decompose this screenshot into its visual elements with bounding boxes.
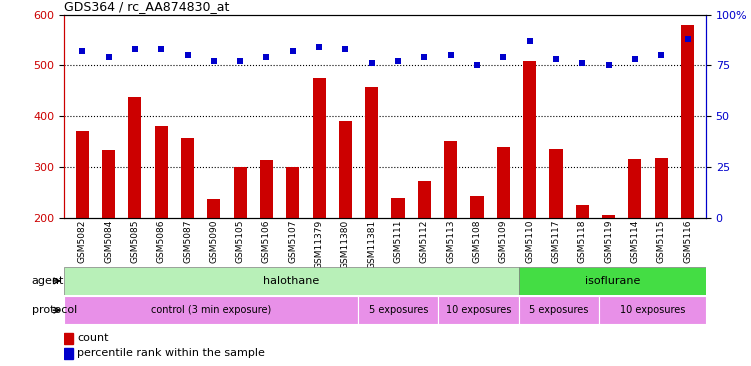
Text: protocol: protocol — [32, 305, 77, 315]
Text: GSM5112: GSM5112 — [420, 220, 429, 263]
Point — [445, 52, 457, 58]
Text: GSM5105: GSM5105 — [236, 220, 245, 263]
Bar — [365, 87, 379, 218]
Bar — [339, 121, 352, 218]
Bar — [234, 167, 247, 218]
Text: GSM5108: GSM5108 — [472, 220, 481, 263]
Bar — [76, 131, 89, 218]
Point — [208, 59, 220, 64]
Bar — [286, 167, 300, 218]
Point — [261, 55, 273, 60]
Point — [655, 52, 667, 58]
Bar — [576, 205, 589, 218]
Text: GSM5118: GSM5118 — [578, 220, 587, 263]
Point — [287, 48, 299, 54]
Text: GSM5085: GSM5085 — [131, 220, 140, 263]
Bar — [358, 296, 439, 324]
Text: GSM5115: GSM5115 — [656, 220, 665, 263]
Bar — [602, 215, 615, 218]
Text: GSM5113: GSM5113 — [446, 220, 455, 263]
Bar — [439, 296, 519, 324]
Bar — [181, 138, 194, 218]
Text: GSM5087: GSM5087 — [183, 220, 192, 263]
Point — [155, 46, 167, 52]
Point — [550, 56, 562, 62]
Text: GSM5086: GSM5086 — [157, 220, 166, 263]
Point — [418, 55, 430, 60]
Point — [77, 48, 89, 54]
Bar — [523, 61, 536, 218]
Point — [182, 52, 194, 58]
Text: GSM11379: GSM11379 — [315, 220, 324, 269]
Bar — [418, 181, 431, 218]
Bar — [128, 97, 141, 218]
Text: GSM5107: GSM5107 — [288, 220, 297, 263]
Point — [497, 55, 509, 60]
Text: percentile rank within the sample: percentile rank within the sample — [77, 348, 265, 358]
Bar — [655, 158, 668, 218]
Point — [523, 38, 535, 44]
Bar — [599, 296, 706, 324]
Bar — [496, 147, 510, 218]
Text: GSM5110: GSM5110 — [525, 220, 534, 263]
Text: agent: agent — [32, 276, 64, 286]
Point — [392, 59, 404, 64]
Bar — [64, 267, 519, 295]
Text: GSM5117: GSM5117 — [551, 220, 560, 263]
Point — [339, 46, 351, 52]
Point — [471, 63, 483, 68]
Bar — [260, 160, 273, 218]
Text: GSM11380: GSM11380 — [341, 220, 350, 269]
Text: GSM5119: GSM5119 — [604, 220, 613, 263]
Bar — [444, 141, 457, 218]
Text: GSM5084: GSM5084 — [104, 220, 113, 263]
Bar — [64, 296, 358, 324]
Point — [103, 55, 115, 60]
Bar — [312, 78, 326, 218]
Point — [576, 60, 588, 66]
Bar — [519, 296, 599, 324]
Point — [313, 44, 325, 50]
Point — [366, 60, 378, 66]
Text: GSM5114: GSM5114 — [630, 220, 639, 263]
Bar — [470, 197, 484, 218]
Bar — [550, 149, 562, 218]
Text: halothane: halothane — [263, 276, 319, 286]
Text: 10 exposures: 10 exposures — [620, 305, 685, 315]
Text: GSM5109: GSM5109 — [499, 220, 508, 263]
Text: 5 exposures: 5 exposures — [529, 305, 589, 315]
Text: GSM5082: GSM5082 — [78, 220, 87, 263]
Point — [602, 63, 614, 68]
Bar — [102, 150, 115, 218]
Point — [629, 56, 641, 62]
Text: GSM5116: GSM5116 — [683, 220, 692, 263]
Bar — [629, 159, 641, 218]
Text: isoflurane: isoflurane — [584, 276, 640, 286]
Bar — [64, 333, 74, 344]
Text: GSM11381: GSM11381 — [367, 220, 376, 269]
Point — [129, 46, 141, 52]
Point — [681, 36, 693, 42]
Text: GSM5090: GSM5090 — [210, 220, 219, 263]
Bar — [207, 199, 220, 218]
Text: GDS364 / rc_AA874830_at: GDS364 / rc_AA874830_at — [64, 0, 229, 14]
Text: 5 exposures: 5 exposures — [369, 305, 428, 315]
Bar — [391, 198, 405, 218]
Bar — [519, 267, 706, 295]
Text: control (3 min exposure): control (3 min exposure) — [151, 305, 271, 315]
Point — [234, 59, 246, 64]
Bar — [681, 25, 694, 218]
Text: GSM5111: GSM5111 — [394, 220, 403, 263]
Text: 10 exposures: 10 exposures — [446, 305, 511, 315]
Bar — [64, 348, 74, 359]
Bar — [155, 126, 167, 218]
Text: GSM5106: GSM5106 — [262, 220, 271, 263]
Text: count: count — [77, 333, 108, 343]
